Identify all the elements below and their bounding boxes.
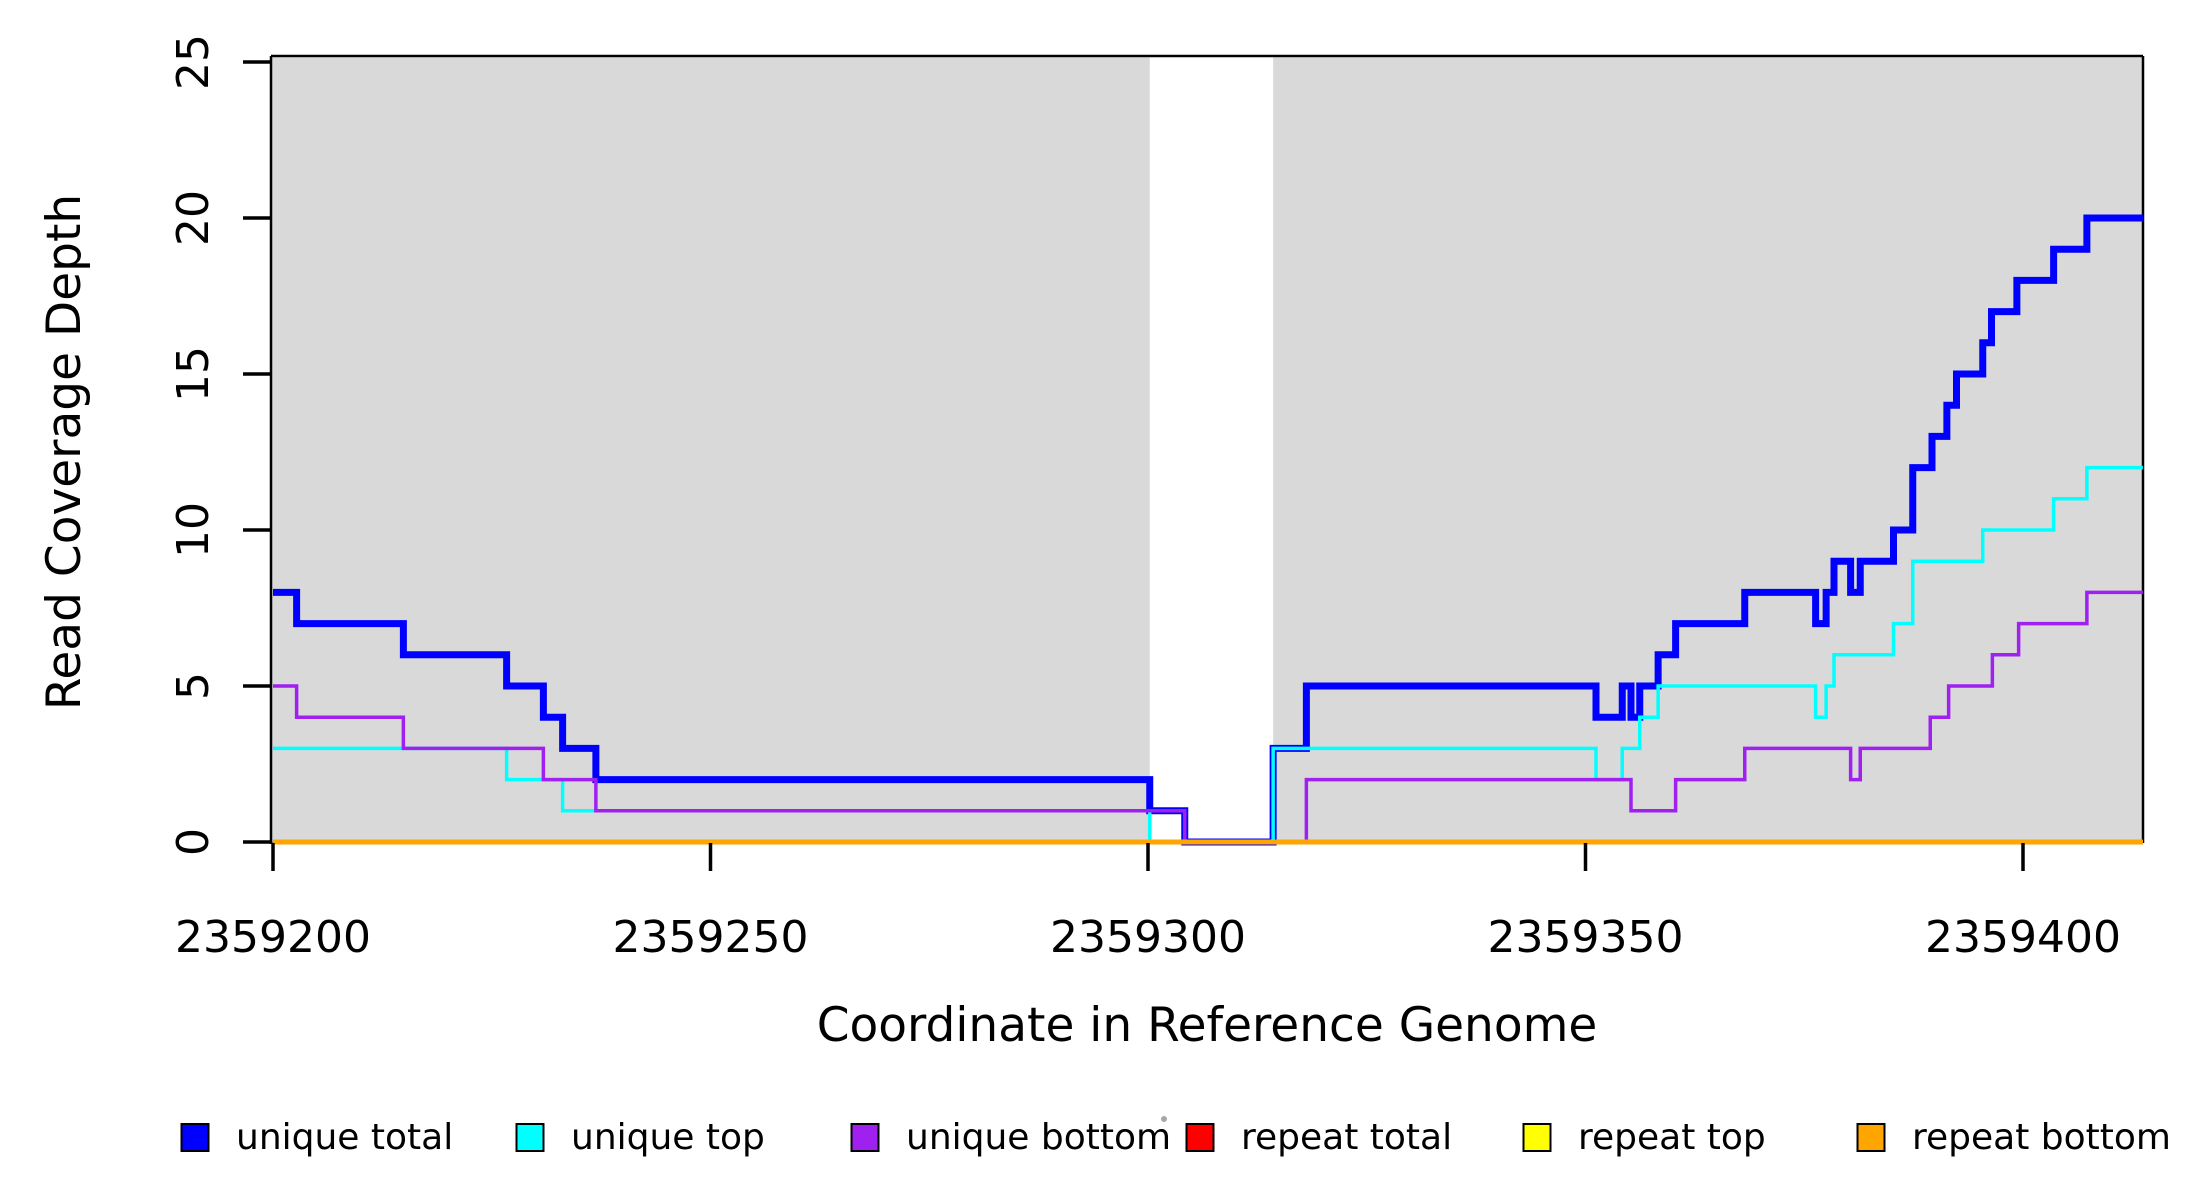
series-line-unique-bottom bbox=[273, 590, 2143, 844]
legend-swatch-unique-bottom bbox=[850, 1123, 880, 1152]
legend-item-repeat-bottom: repeat bottom bbox=[1856, 1117, 2171, 1158]
series-line-unique-top bbox=[273, 465, 2143, 844]
x-axis: 2359200 2359250 2359300 2359350 2359400 bbox=[175, 843, 2121, 963]
legend-item-unique-bottom: unique bottom bbox=[850, 1117, 1171, 1158]
legend-swatch-unique-top bbox=[515, 1123, 545, 1152]
legend-item-unique-total: unique total bbox=[180, 1117, 453, 1158]
legend-swatch-repeat-bottom bbox=[1856, 1123, 1886, 1152]
legend-label-unique-total: unique total bbox=[236, 1117, 453, 1158]
shaded-region-bands bbox=[271, 57, 2143, 843]
shaded-band-unique-mapping-block-left bbox=[271, 57, 1150, 843]
legend-swatch-unique-total bbox=[180, 1123, 210, 1152]
y-tick-label: 25 bbox=[168, 34, 219, 90]
legend-label-repeat-top: repeat top bbox=[1578, 1117, 1766, 1158]
x-tick-label: 2359400 bbox=[1925, 912, 2121, 963]
legend-label-repeat-bottom: repeat bottom bbox=[1912, 1117, 2171, 1158]
legend-item-repeat-top: repeat top bbox=[1522, 1117, 1766, 1158]
y-axis: 0 5 10 15 20 25 bbox=[168, 34, 271, 856]
legend-label-repeat-total: repeat total bbox=[1241, 1117, 1452, 1158]
y-tick-label: 15 bbox=[168, 346, 219, 402]
y-tick-label: 10 bbox=[168, 502, 219, 558]
y-axis-title: Read Coverage Depth bbox=[37, 194, 92, 710]
x-tick-label: 2359300 bbox=[1050, 912, 1246, 963]
y-tick-label: 20 bbox=[168, 190, 219, 246]
speck-artifact-dot bbox=[1161, 1116, 1167, 1122]
legend-swatch-repeat-total bbox=[1185, 1123, 1215, 1152]
series-line-unique-total bbox=[273, 214, 2143, 846]
x-axis-title: Coordinate in Reference Genome bbox=[817, 998, 1598, 1053]
legend-label-unique-bottom: unique bottom bbox=[906, 1117, 1171, 1158]
legend: unique total unique top unique bottom repea… bbox=[180, 1117, 2171, 1158]
legend-swatch-repeat-top bbox=[1522, 1123, 1552, 1152]
shaded-band-unique-mapping-block-right bbox=[1273, 57, 2143, 843]
y-tick-label: 0 bbox=[168, 828, 219, 856]
legend-item-unique-top: unique top bbox=[515, 1117, 765, 1158]
x-tick-label: 2359250 bbox=[613, 912, 809, 963]
series-lines bbox=[273, 214, 2143, 846]
y-tick-label: 5 bbox=[168, 672, 219, 700]
legend-label-unique-top: unique top bbox=[571, 1117, 765, 1158]
x-tick-label: 2359200 bbox=[175, 912, 371, 963]
x-tick-label: 2359350 bbox=[1488, 912, 1684, 963]
legend-item-repeat-total: repeat total bbox=[1185, 1117, 1452, 1158]
